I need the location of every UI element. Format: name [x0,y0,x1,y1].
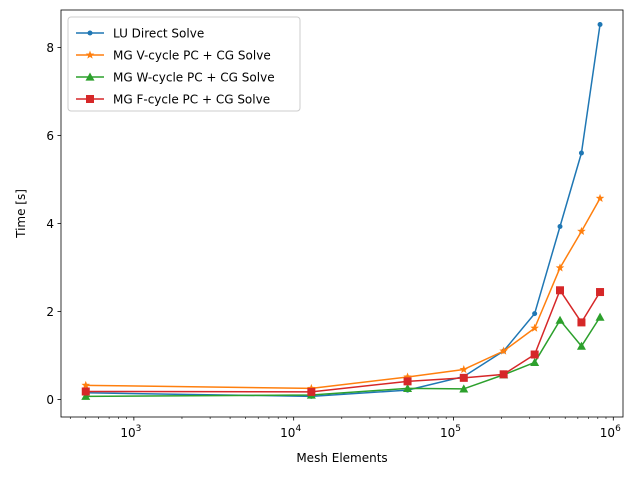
data-point [307,387,316,396]
data-point [577,318,586,327]
data-point [576,341,586,350]
y-tick-label: 4 [46,217,54,231]
data-point [595,312,605,321]
y-tick-label: 0 [46,393,54,407]
data-point [81,380,91,389]
data-point [459,373,468,382]
data-point [555,315,565,324]
legend-marker [85,50,95,59]
data-point [459,364,469,374]
data-point [530,357,540,367]
data-point [81,391,91,400]
data-point [403,377,412,386]
data-point [499,346,508,355]
legend-frame [67,16,301,112]
data-point [403,372,412,381]
data-point [596,288,605,297]
data-point [499,370,508,379]
plot-frame [60,9,624,418]
data-point [532,311,538,317]
data-point [577,226,586,235]
legend-label: LU Direct Solve [113,27,204,41]
legend-label: MG W-cycle PC + CG Solve [113,71,275,85]
legend-entry: MG V-cycle PC + CG Solve [76,49,271,63]
data-point [597,22,603,28]
series-layer [81,22,605,400]
y-tick-label: 2 [46,305,54,319]
series-4 [81,286,605,396]
legend-marker [86,95,94,103]
legend-entry: MG W-cycle PC + CG Solve [76,71,275,85]
data-point [530,323,539,332]
y-tick-label: 8 [46,41,54,55]
data-point [595,193,605,202]
data-point [556,286,565,295]
data-point [530,350,539,359]
data-point [459,384,469,393]
y-axis-ticks: 0 2 4 6 8 [46,41,61,407]
legend-marker [85,72,95,81]
data-point [557,223,563,229]
data-point [403,383,413,392]
legend: LU Direct Solve MG V-cycle PC + CG Solve M… [67,16,301,112]
y-axis-label: Time [s] [14,189,28,239]
legend-entry: MG F-cycle PC + CG Solve [76,93,270,107]
data-point [578,150,584,156]
legend-entry: LU Direct Solve [76,27,204,41]
legend-label: MG F-cycle PC + CG Solve [113,93,270,107]
y-tick-label: 6 [46,129,54,143]
data-point [555,263,565,272]
legend-marker [87,30,93,36]
x-axis-label: Mesh Elements [296,451,387,465]
data-point [81,387,90,396]
legend-label: MG V-cycle PC + CG Solve [113,49,271,63]
